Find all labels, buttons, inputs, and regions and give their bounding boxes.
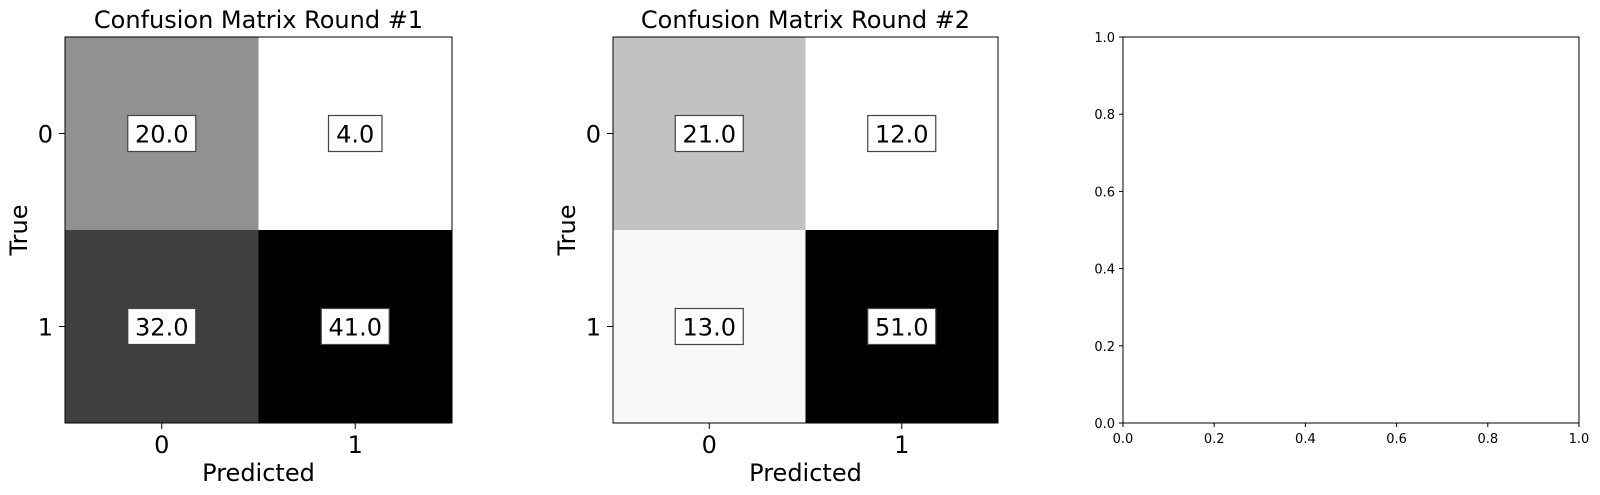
y-axis-label: True: [5, 205, 33, 257]
y-tick-label: 1.0: [1094, 31, 1115, 46]
x-tick-label: 0.4: [1295, 432, 1316, 447]
value-label-box: [327, 114, 383, 153]
plot-frame: [612, 36, 999, 424]
y-tick-label: 0: [38, 121, 53, 149]
y-tick-label: 1: [38, 314, 53, 342]
y-tick-label: 0.6: [1094, 185, 1115, 200]
x-tick-label: 0: [702, 431, 717, 459]
value-label-box: [127, 307, 197, 346]
confusion-matrix-round-2: 21.0 12.0 13.0 51.0 0 1 0 1 Confusion Matrix Rou…: [553, 6, 999, 487]
value-label: 12.0: [875, 121, 928, 149]
empty-axes: 0.0 0.2 0.4 0.6 0.8 1.0 0.0 0.2 0.4 0.6 0.8 1.0: [1094, 31, 1589, 447]
x-tick-label: 1.0: [1569, 432, 1590, 447]
y-tick-label: 0.2: [1094, 340, 1115, 355]
x-axis-label: Predicted: [749, 459, 862, 487]
value-label: 13.0: [683, 314, 736, 342]
value-label: 4.0: [336, 121, 374, 149]
value-label-box: [674, 114, 744, 153]
value-label: 51.0: [875, 314, 928, 342]
value-label-box: [320, 307, 390, 346]
confusion-matrix-round-1: 20.0 4.0 32.0 41.0 0 1 0 1 Confusion Matrix Roun…: [5, 6, 453, 487]
x-tick-label: 0.2: [1204, 432, 1225, 447]
chart-title: Confusion Matrix Round #2: [641, 6, 970, 34]
y-tick-label: 0.8: [1094, 108, 1115, 123]
x-tick-label: 1: [894, 431, 909, 459]
x-tick-label: 0.8: [1477, 432, 1498, 447]
value-label-box: [127, 114, 197, 153]
chart-title: Confusion Matrix Round #1: [94, 6, 423, 34]
value-label: 21.0: [683, 121, 736, 149]
x-tick-label: 0.6: [1386, 432, 1407, 447]
x-axis-label: Predicted: [202, 459, 315, 487]
value-label-box: [867, 307, 937, 346]
y-axis-label: True: [553, 205, 581, 257]
x-tick-label: 0.0: [1113, 432, 1134, 447]
value-label-box: [674, 307, 744, 346]
value-label: 41.0: [329, 314, 382, 342]
y-tick-label: 0: [586, 121, 601, 149]
y-tick-label: 0.4: [1094, 263, 1115, 278]
x-tick-label: 1: [348, 431, 363, 459]
value-label: 32.0: [135, 314, 188, 342]
value-label-box: [867, 114, 937, 153]
value-label: 20.0: [135, 121, 188, 149]
plot-frame: [64, 36, 453, 424]
y-tick-label: 1: [586, 314, 601, 342]
y-tick-label: 0.0: [1094, 417, 1115, 432]
plot-frame: [1122, 36, 1580, 424]
x-tick-label: 0: [154, 431, 169, 459]
